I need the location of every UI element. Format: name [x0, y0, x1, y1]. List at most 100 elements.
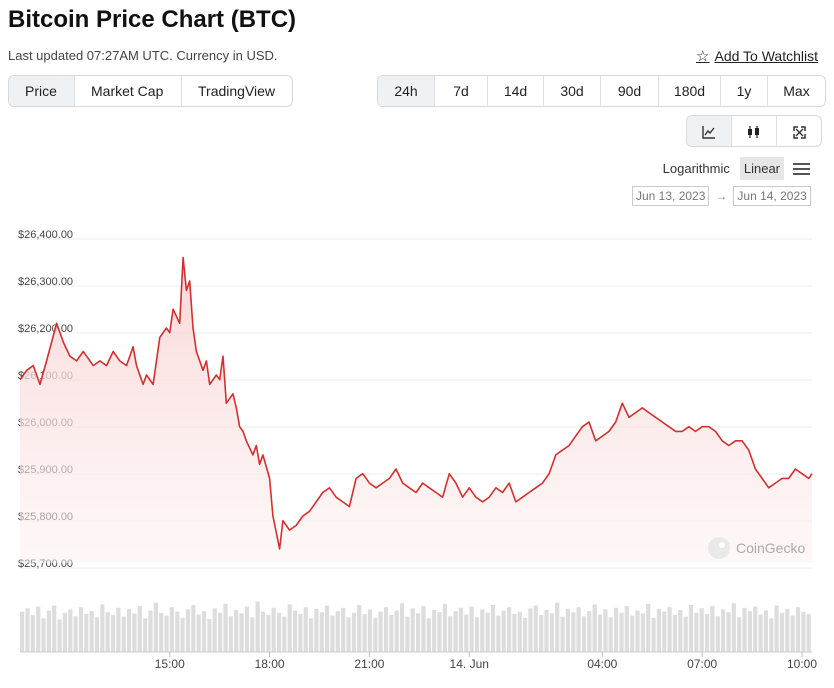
volume-bar	[314, 608, 319, 652]
volume-bar	[292, 610, 298, 652]
volume-bar	[239, 613, 244, 652]
x-tick-label: 15:00	[155, 657, 185, 671]
volume-bar	[127, 608, 132, 652]
volume-bar	[806, 613, 811, 652]
range-90d[interactable]: 90d	[601, 76, 659, 106]
tab-tradingview[interactable]: TradingView	[198, 83, 276, 99]
y-tick-label: $26,000.00	[18, 417, 73, 429]
volume-bar	[790, 615, 795, 652]
date-to-input[interactable]: Jun 14, 2023	[733, 186, 811, 206]
volume-bar	[517, 611, 522, 652]
watermark-text: CoinGecko	[736, 540, 805, 556]
scale-toggle: Logarithmic Linear	[659, 157, 784, 180]
range-max[interactable]: Max	[783, 83, 810, 99]
price-area	[20, 257, 812, 563]
star-outline-icon: ☆	[696, 48, 710, 65]
volume-bar	[351, 612, 356, 652]
volume-bar	[747, 611, 752, 652]
volume-bar	[137, 606, 142, 652]
volume-bar	[212, 608, 217, 652]
range-30d[interactable]: 30d	[544, 76, 601, 106]
volume-bar	[410, 608, 415, 652]
y-tick-label: $26,300.00	[18, 276, 73, 288]
x-tick-label: 04:00	[587, 657, 617, 671]
volume-bar	[389, 615, 394, 652]
volume-bar	[646, 603, 651, 652]
volume-bar	[100, 604, 105, 652]
volume-bar	[52, 605, 57, 652]
volume-bar	[111, 615, 116, 652]
volume-bar	[715, 616, 720, 652]
range-14d[interactable]: 14d	[488, 76, 544, 106]
x-tick-label: 21:00	[354, 657, 384, 671]
add-to-watchlist-link[interactable]: ☆ Add To Watchlist	[696, 47, 818, 65]
volume-bar	[549, 613, 554, 652]
volume-bar	[560, 616, 565, 652]
volume-bar	[474, 617, 480, 652]
volume-bar	[105, 612, 110, 652]
volume-bar	[132, 613, 137, 652]
date-from-input[interactable]: Jun 13, 2023	[632, 186, 710, 206]
volume-bar	[30, 615, 35, 652]
volume-bar	[795, 607, 801, 652]
volume-bar	[769, 618, 774, 652]
range-1y[interactable]: 1y	[721, 76, 768, 106]
line-chart-icon	[702, 126, 715, 139]
scale-linear[interactable]: Linear	[739, 157, 784, 180]
volume-bar	[565, 608, 570, 652]
volume-bar	[672, 615, 678, 652]
volume-bar	[662, 611, 667, 652]
volume-bar	[432, 610, 437, 652]
range-24h[interactable]: 24h	[378, 76, 435, 106]
tab-price[interactable]: Price	[9, 76, 75, 106]
volume-bar	[763, 610, 768, 652]
volume-bar	[480, 609, 485, 652]
volume-bar	[774, 605, 779, 652]
volume-bar	[608, 617, 613, 652]
fullscreen-icon	[792, 126, 806, 139]
volume-bar	[41, 618, 46, 652]
volume-bar	[635, 610, 640, 652]
volume-bar	[185, 609, 191, 652]
volume-bar	[453, 611, 458, 652]
volume-bar	[266, 615, 271, 652]
volume-bar	[196, 614, 201, 652]
fullscreen-button[interactable]	[777, 116, 821, 146]
volume-bar	[597, 614, 603, 652]
volume-bar	[89, 611, 94, 652]
arrow-right-icon: →	[715, 189, 728, 203]
range-180d[interactable]: 180d	[659, 76, 721, 106]
volume-bar	[78, 607, 84, 652]
candlestick-button[interactable]	[732, 116, 777, 146]
volume-bar	[667, 607, 672, 652]
volume-bar	[426, 618, 431, 652]
volume-bar	[378, 611, 383, 652]
scale-logarithmic[interactable]: Logarithmic	[662, 161, 730, 176]
volume-bar	[523, 617, 528, 652]
tab-market-cap[interactable]: Market Cap	[75, 76, 182, 106]
volume-bar	[753, 606, 758, 652]
volume-bar	[84, 613, 89, 652]
view-tabs: Price Market Cap TradingView	[8, 75, 293, 107]
line-chart-button[interactable]	[687, 116, 732, 146]
volume-bar	[592, 604, 597, 652]
volume-bar	[271, 607, 276, 652]
chart-type-tools	[686, 115, 822, 147]
volume-bar	[335, 611, 340, 652]
last-updated-text: Last updated 07:27AM UTC. Currency in US…	[8, 48, 278, 63]
volume-bar	[801, 611, 806, 652]
volume-bar	[362, 613, 367, 652]
volume-bar	[758, 614, 763, 652]
volume-bar	[62, 612, 67, 652]
volume-bar	[458, 607, 463, 652]
volume-bar	[405, 616, 410, 652]
volume-bar	[121, 616, 126, 652]
volume-bar	[346, 617, 351, 652]
volume-bar	[464, 614, 469, 652]
range-7d[interactable]: 7d	[435, 76, 488, 106]
volume-bar	[116, 607, 121, 652]
volume-bar	[207, 619, 212, 652]
chart-menu-icon[interactable]	[793, 160, 810, 178]
volume-bar	[228, 616, 233, 652]
volume-bar	[544, 610, 549, 652]
